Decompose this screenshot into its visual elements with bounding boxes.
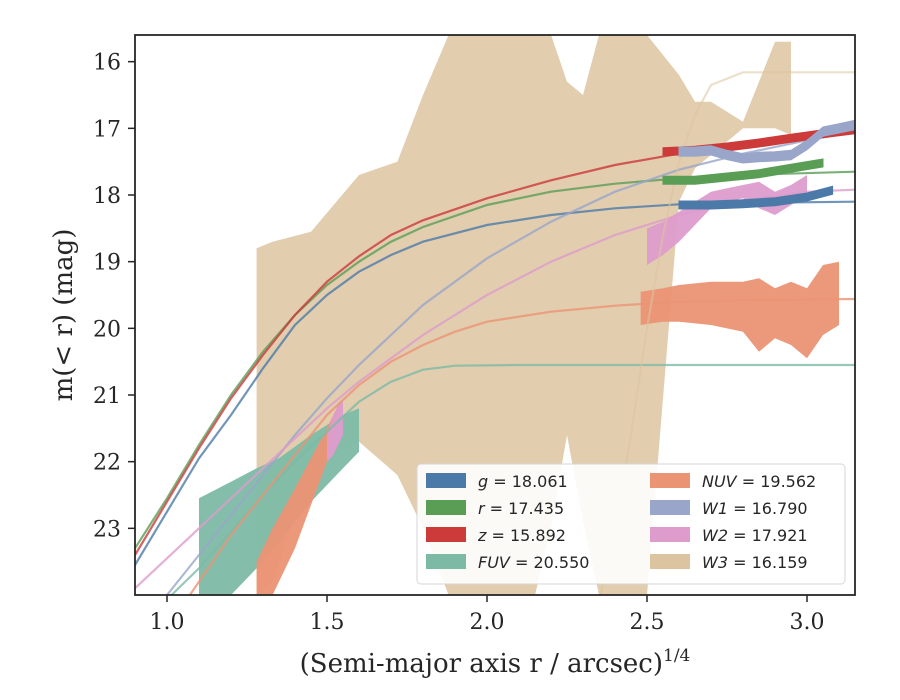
x-axis-label: (Semi-major axis r / arcsec)1/4 (300, 646, 691, 679)
legend-label-fuv: FUV = 20.550 (478, 553, 589, 572)
band-w2 (327, 401, 343, 462)
model-line-z (135, 130, 855, 556)
legend: g = 18.061 r = 17.435 z = 15.892 FUV = 20.5… (416, 463, 846, 585)
y-tick-label: 21 (93, 384, 121, 409)
legend-label-w3: W3 = 16.159 (702, 553, 808, 572)
y-axis-label: m(< r) (mag) (49, 229, 79, 402)
band-w3-3 (647, 35, 791, 595)
y-tick-label: 22 (93, 451, 121, 476)
legend-label-w2: W2 = 17.921 (702, 526, 808, 545)
legend-label-r: r = 17.435 (478, 499, 564, 518)
profile-band-r (662, 158, 824, 185)
legend-swatch-r (426, 500, 466, 515)
profile-band-g (678, 185, 834, 210)
legend-swatch-nuv (650, 473, 690, 488)
y-tick-label: 23 (93, 517, 121, 542)
y-tick-label: 17 (93, 117, 121, 142)
x-tick-label: 3.0 (790, 610, 825, 635)
band-nuv (256, 401, 340, 595)
legend-swatch-w2 (650, 527, 690, 542)
x-tick-label: 2.0 (470, 610, 505, 635)
legend-label-w1: W1 = 16.790 (702, 499, 808, 518)
legend-label-g: g = 18.061 (478, 472, 568, 491)
x-tick-label: 1.0 (150, 610, 185, 635)
legend-swatch-fuv (426, 554, 466, 569)
legend-box (416, 463, 846, 585)
x-tick-label: 2.5 (630, 610, 665, 635)
legend-swatch-g (426, 473, 466, 488)
plot-frame (134, 34, 856, 596)
band-w3-2 (535, 35, 647, 595)
axis-ticks: 1.0 1.5 2.0 2.5 3.0 16 17 18 19 20 21 22 23 (93, 51, 825, 635)
x-tick-label: 1.5 (310, 610, 345, 635)
error-bands (199, 35, 839, 595)
profile-bands (662, 119, 855, 210)
legend-swatch-z (426, 527, 466, 542)
y-tick-label: 20 (93, 317, 121, 342)
legend-swatch-w3 (650, 554, 690, 569)
y-tick-label: 16 (93, 51, 121, 76)
model-line-w2 (135, 188, 855, 590)
y-tick-label: 18 (93, 184, 121, 209)
profile-band-w1 (678, 119, 855, 164)
band-nuv-2 (640, 261, 839, 359)
model-line-fuv (169, 363, 855, 595)
axis-labels: (Semi-major axis r / arcsec)1/4 m(< r) (m… (49, 229, 690, 679)
legend-label-nuv: NUV = 19.562 (702, 472, 816, 491)
model-line-w1 (166, 130, 855, 595)
model-line-g (135, 200, 855, 566)
y-tick-label: 19 (93, 251, 121, 276)
model-line-nuv (188, 297, 855, 595)
legend-label-z: z = 15.892 (477, 526, 566, 545)
legend-swatch-w1 (650, 500, 690, 515)
